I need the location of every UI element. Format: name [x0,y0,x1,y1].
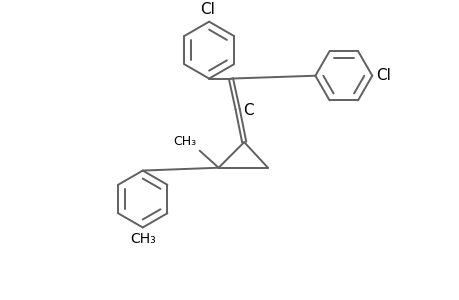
Text: Cl: Cl [375,68,390,83]
Text: CH₃: CH₃ [129,232,155,246]
Text: Cl: Cl [199,2,214,17]
Text: CH₃: CH₃ [174,135,196,148]
Text: C: C [243,103,253,118]
